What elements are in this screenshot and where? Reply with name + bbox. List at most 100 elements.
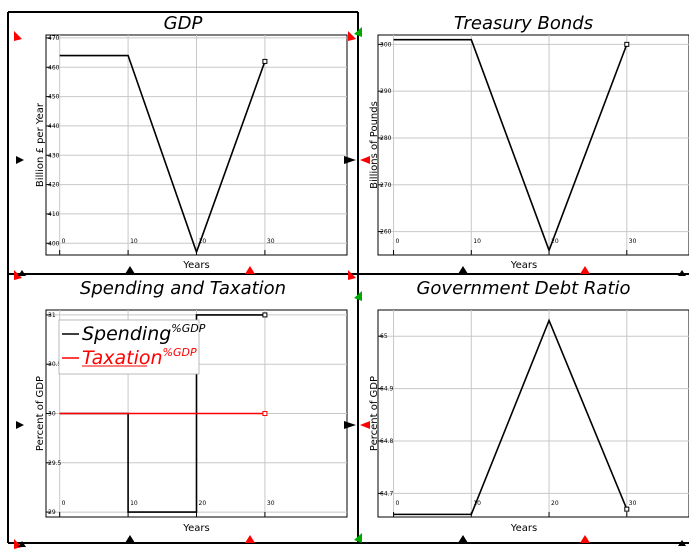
x-tick-label: 10	[473, 500, 481, 507]
y-tick-label: 260	[380, 229, 392, 236]
x-tick-label: 30	[267, 500, 275, 507]
corner-marker-green[interactable]	[354, 533, 362, 543]
y-tick-label: 450	[48, 94, 60, 101]
y-tick-label: 65	[380, 333, 388, 340]
grid	[46, 35, 347, 255]
x-tick-label: 20	[199, 500, 207, 507]
series-group	[393, 318, 628, 516]
series-line-1	[393, 318, 628, 516]
chart-title: Treasury Bonds	[454, 13, 593, 34]
legend-entry-spending: Spending%GDP	[82, 322, 206, 345]
grid	[378, 310, 689, 517]
y-tick-label: 400	[48, 240, 60, 247]
chart-panel-2: 0 10 20 30 260 270 280 290 300 Treasury Bonds Year…	[369, 13, 689, 271]
x-axis-label: Years	[510, 260, 537, 271]
chart-panel-1: 0 10 20 30 400 410 420 430 440 450 460 470 GDP Years B…	[35, 13, 348, 271]
chart-title: GDP	[164, 13, 203, 34]
y-tick-label: 460	[48, 64, 60, 71]
y-tick-label: 270	[380, 182, 392, 189]
y-tick-label: 420	[48, 182, 60, 189]
drag-handle-right-top[interactable]	[344, 156, 356, 164]
y-tick-label: 430	[48, 152, 60, 159]
series-end-marker	[624, 41, 630, 47]
y-tick-label: 410	[48, 211, 60, 218]
y-tick-label: 64.8	[380, 438, 394, 445]
x-tick-label: 20	[551, 238, 559, 245]
chart-panel-4: 0 10 20 30 64.7 64.8 64.9 65 Government Debt Rat…	[369, 278, 689, 534]
series-group	[59, 314, 265, 513]
x-tick-label: 30	[629, 238, 637, 245]
corner-marker-red[interactable]	[14, 270, 22, 280]
x-tick-label: 0	[396, 500, 400, 507]
y-tick-label: 280	[380, 135, 392, 142]
corner-marker-black[interactable]	[678, 270, 686, 276]
corner-marker-black[interactable]	[678, 540, 686, 546]
y-tick-label: 290	[380, 88, 392, 95]
y-tick-label: 300	[380, 41, 392, 48]
y-axis-label: Billions of Pounds	[369, 101, 380, 189]
chart-panel-3: 0 10 20 30 29 29.5 30 30.5 31 Spending and Taxati…	[35, 278, 348, 534]
y-tick-label: 30.5	[48, 361, 62, 368]
drag-handle-right-bottom[interactable]	[344, 421, 356, 429]
x-tick-label: 20	[551, 500, 559, 507]
series-end-marker	[262, 312, 268, 318]
series-end-marker	[624, 506, 630, 512]
drag-handle-left-bottom[interactable]	[16, 421, 24, 429]
y-tick-label: 29.5	[48, 460, 62, 467]
y-tick-label: 64.9	[380, 386, 394, 393]
drag-handle-red-top[interactable]	[360, 156, 370, 164]
y-tick-label: 29	[48, 509, 56, 516]
drag-handle-up-red[interactable]	[245, 266, 255, 274]
x-tick-label: 30	[629, 500, 637, 507]
corner-marker-black[interactable]	[18, 541, 26, 547]
legend-box	[58, 319, 200, 375]
y-axis-label: Percent of GDP	[369, 376, 380, 451]
x-axis-label: Years	[182, 523, 209, 534]
x-axis-label: Years	[510, 523, 537, 534]
drag-handle-up[interactable]	[125, 535, 135, 543]
x-tick-label: 0	[396, 238, 400, 245]
series-end-marker	[262, 411, 268, 416]
y-tick-label: 440	[48, 123, 60, 130]
drag-handle-up-red[interactable]	[580, 535, 590, 543]
series-group	[393, 38, 628, 253]
x-tick-label: 0	[62, 238, 66, 245]
series-group	[59, 54, 266, 255]
corner-marker-red[interactable]	[348, 31, 356, 41]
y-tick-label: 30	[48, 411, 56, 418]
corner-marker-black[interactable]	[18, 270, 26, 276]
drag-handle-up[interactable]	[125, 266, 135, 274]
corner-marker-red[interactable]	[348, 270, 356, 280]
series-line-1	[59, 54, 266, 255]
drag-handle-red-bottom[interactable]	[360, 421, 370, 429]
corner-marker-red[interactable]	[14, 31, 22, 41]
y-axis-label: Percent of GDP	[35, 376, 46, 451]
corner-marker-green[interactable]	[354, 291, 362, 301]
x-tick-label: 10	[130, 238, 138, 245]
edge-markers	[14, 27, 686, 549]
x-axis-label: Years	[182, 260, 209, 271]
drag-handle-up[interactable]	[458, 266, 468, 274]
drag-handle-left-top[interactable]	[16, 156, 24, 164]
x-tick-label: 20	[199, 238, 207, 245]
panel-frames	[7, 11, 689, 544]
chart-title: Government Debt Ratio	[416, 278, 630, 299]
series-line-1	[393, 38, 628, 253]
plot-area	[377, 34, 689, 256]
grid	[378, 35, 689, 255]
y-tick-label: 64.7	[380, 490, 394, 497]
y-tick-label: 470	[48, 35, 60, 42]
y-tick-label: 31	[48, 312, 56, 319]
x-tick-label: 10	[130, 500, 138, 507]
plot-area	[377, 309, 689, 518]
x-tick-label: 10	[473, 238, 481, 245]
chart-title: Spending and Taxation	[80, 278, 286, 299]
drag-handle-up-red[interactable]	[580, 266, 590, 274]
drag-handle-up-red[interactable]	[245, 535, 255, 543]
x-tick-label: 0	[62, 500, 66, 507]
corner-marker-green[interactable]	[354, 27, 362, 37]
drag-handle-up[interactable]	[458, 535, 468, 543]
y-axis-label: Billion £ per Year	[35, 102, 46, 187]
